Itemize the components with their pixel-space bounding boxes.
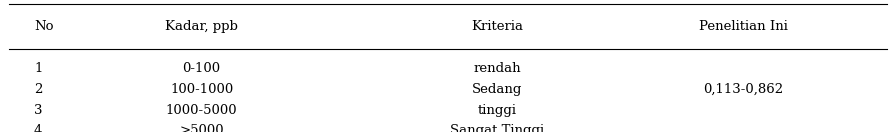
Text: 3: 3 <box>34 104 42 117</box>
Text: Sedang: Sedang <box>472 83 522 96</box>
Text: Kadar, ppb: Kadar, ppb <box>165 20 238 33</box>
Text: Kriteria: Kriteria <box>471 20 523 33</box>
Text: Penelitian Ini: Penelitian Ini <box>699 20 788 33</box>
Text: Sangat Tinggi: Sangat Tinggi <box>450 124 545 132</box>
Text: 1000-5000: 1000-5000 <box>166 104 237 117</box>
Text: >5000: >5000 <box>179 124 224 132</box>
Text: 0-100: 0-100 <box>183 62 220 75</box>
Text: 2: 2 <box>34 83 42 96</box>
Text: No: No <box>34 20 54 33</box>
Text: 1: 1 <box>34 62 42 75</box>
Text: rendah: rendah <box>473 62 521 75</box>
Text: 4: 4 <box>34 124 42 132</box>
Text: 100-1000: 100-1000 <box>170 83 233 96</box>
Text: tinggi: tinggi <box>478 104 517 117</box>
Text: 0,113-0,862: 0,113-0,862 <box>703 83 784 96</box>
